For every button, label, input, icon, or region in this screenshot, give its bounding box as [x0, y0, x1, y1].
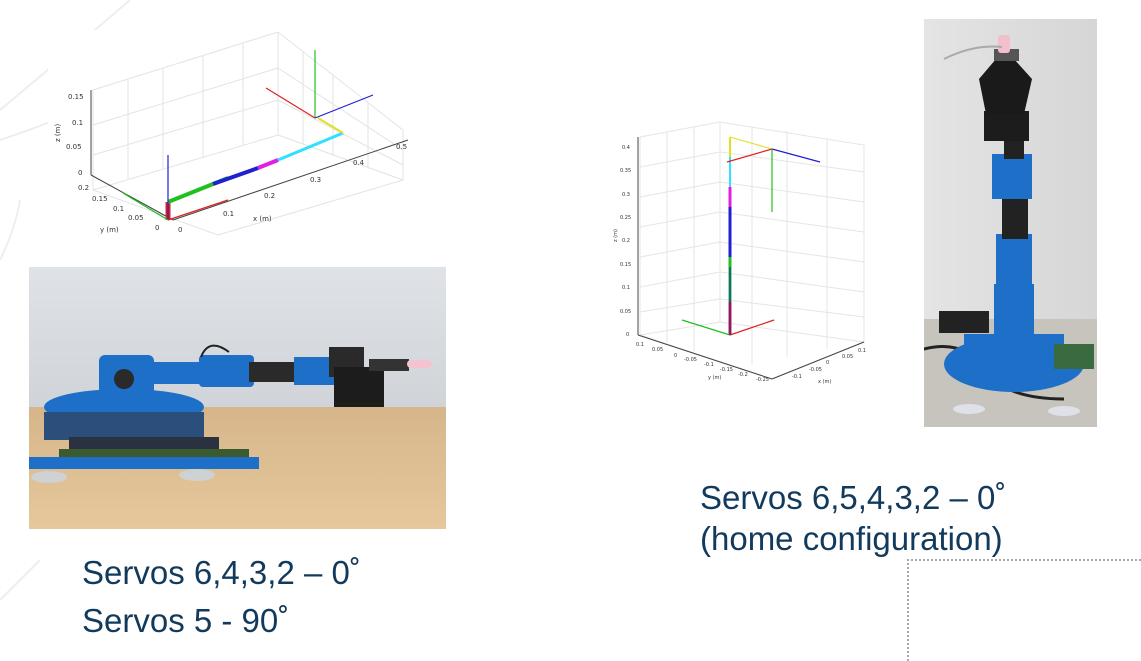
x-tick: 0.5: [396, 143, 407, 151]
y-tick: -0.25: [756, 377, 769, 383]
robot-arm-home-photo: [924, 19, 1097, 427]
y-tick: -0.05: [684, 357, 697, 363]
z-tick: 0.35: [620, 168, 631, 174]
y-tick: -0.1: [704, 362, 714, 368]
x-axis-label: x (m): [253, 215, 272, 223]
z-tick: 0.15: [620, 262, 631, 268]
z-tick: 0.1: [622, 285, 630, 291]
x-tick: -0.1: [792, 374, 802, 380]
x-tick: 0: [826, 360, 829, 366]
y-tick: 0.15: [92, 195, 108, 203]
y-tick: 0.05: [128, 214, 144, 222]
x-tick: 0.3: [310, 176, 321, 184]
left-caption-line-1: Servos 6,4,3,2 – 0˚: [82, 554, 361, 591]
z-tick: 0: [626, 332, 629, 338]
z-tick: 0.3: [622, 192, 630, 198]
x-tick: 0.1: [858, 348, 866, 354]
placeholder-frame: [907, 559, 1141, 661]
y-tick: 0.1: [113, 205, 124, 213]
x-axis-label: x (m): [818, 379, 831, 385]
x-tick: 0.05: [842, 354, 853, 360]
z-axis-label: z (m): [54, 124, 62, 142]
y-tick: 0.05: [652, 347, 663, 353]
y-tick: 0.2: [78, 184, 89, 192]
y-tick: -0.15: [720, 367, 733, 373]
z-tick: 0.05: [66, 143, 82, 151]
y-tick: -0.2: [738, 372, 748, 378]
z-tick: 0.05: [620, 309, 631, 315]
z-tick: 0.1: [72, 119, 83, 127]
z-tick: 0.2: [622, 238, 630, 244]
right-caption-line-2: (home configuration): [700, 520, 1003, 557]
right-kinematics-plot: 0.4 0.35 0.3 0.25 0.2 0.15 0.1 0.05 0 0.…: [612, 117, 870, 387]
right-caption-line-1: Servos 6,5,4,3,2 – 0˚: [700, 479, 1007, 516]
y-axis-label: y (m): [100, 226, 119, 234]
x-tick: -0.05: [809, 367, 822, 373]
z-tick: 0: [78, 169, 82, 177]
x-tick: 0.4: [353, 159, 365, 167]
z-tick: 0.15: [68, 93, 84, 101]
left-kinematics-plot: 0.15 0.1 0.05 0 0.2 0.15 0.1 0.05 0 0 0.…: [48, 30, 418, 240]
y-tick: 0: [674, 353, 677, 359]
x-tick: 0.2: [264, 192, 275, 200]
left-caption-line-2: Servos 5 - 90˚: [82, 602, 290, 639]
z-axis-label: z (m): [613, 229, 619, 242]
y-tick: 0.1: [636, 342, 644, 348]
z-tick: 0.4: [622, 145, 630, 151]
y-axis-label: y (m): [708, 375, 721, 381]
robot-arm-extended-photo: [29, 267, 446, 529]
x-tick: 0: [178, 226, 182, 234]
y-tick: 0: [155, 224, 159, 232]
x-tick: 0.1: [223, 210, 234, 218]
z-tick: 0.25: [620, 215, 631, 221]
